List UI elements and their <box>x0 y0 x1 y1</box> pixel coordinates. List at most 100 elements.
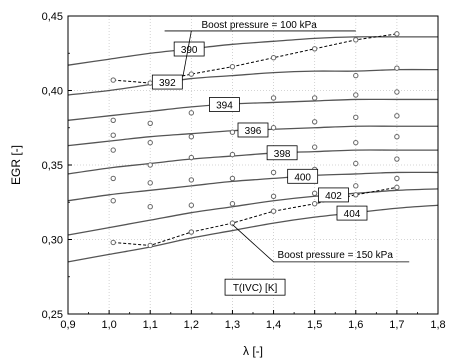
curve-label-text: 396 <box>245 126 262 137</box>
curve-label-text: 394 <box>216 100 233 111</box>
x-tick-label: 1,1 <box>143 319 158 331</box>
data-point <box>311 190 318 197</box>
data-point <box>229 175 236 182</box>
plot-frame <box>67 15 439 315</box>
data-point <box>394 156 400 162</box>
axis-ticks: 0,9 1,0 1,1 1,2 1,3 1,4 1,5 1,6 1,7 1,8 0,25 0,30 0,… <box>42 11 446 331</box>
boost-line-0 <box>113 33 397 84</box>
data-point <box>110 175 116 182</box>
data-point <box>188 133 195 140</box>
y-tick-label: 0,45 <box>42 11 63 23</box>
data-point <box>353 192 359 198</box>
curve-label-text: 390 <box>181 45 198 56</box>
x-tick-label: 0,9 <box>60 319 75 331</box>
curve-label-392: 392 <box>151 74 183 90</box>
data-point <box>188 110 195 116</box>
data-point <box>188 154 195 161</box>
grid <box>67 15 439 315</box>
data-point <box>229 201 236 207</box>
curve-label-text: 392 <box>159 78 176 89</box>
boost-line-1 <box>113 186 397 246</box>
data-point <box>229 220 236 226</box>
curve-400 <box>67 171 439 202</box>
data-point <box>394 175 400 182</box>
data-point <box>394 133 400 140</box>
data-point <box>311 201 318 207</box>
data-point <box>147 204 153 210</box>
data-point <box>147 242 153 249</box>
y-tick-label: 0,35 <box>42 160 63 172</box>
curve-label-text: 402 <box>325 191 342 202</box>
x-tick-label: 1,6 <box>348 319 363 331</box>
data-point <box>147 180 153 186</box>
data-point <box>270 55 277 61</box>
data-point <box>147 162 153 168</box>
data-point <box>270 95 277 101</box>
data-point <box>353 114 359 121</box>
data-point <box>270 169 277 176</box>
curve-label-frame <box>209 97 240 112</box>
data-point <box>311 95 318 101</box>
curve-402 <box>67 188 439 236</box>
data-point <box>311 119 318 125</box>
y-tick-label: 0,30 <box>42 235 63 247</box>
data-point <box>147 80 153 86</box>
data-point <box>394 65 400 71</box>
data-point <box>188 71 195 77</box>
data-point <box>188 202 195 208</box>
data-point <box>110 239 116 246</box>
y-tick-label: 0,40 <box>42 86 63 98</box>
annotation-leader-150 <box>232 224 274 263</box>
curve-392 <box>67 68 439 96</box>
curve-label-text: 400 <box>294 172 311 183</box>
curve-label-frame <box>237 122 269 138</box>
data-point <box>353 160 359 167</box>
legend-title-box: T(IVC) [K] <box>224 278 286 296</box>
data-point <box>353 139 359 146</box>
legend-title: T(IVC) [K] <box>233 283 278 294</box>
curve-label-396: 396 <box>237 122 269 138</box>
annotations: Boost pressure = 100 kPa Boost pressure =… <box>164 20 410 263</box>
measurement-points <box>110 31 400 249</box>
curve-label-404: 404 <box>336 205 368 221</box>
data-point <box>110 77 116 83</box>
curve-label-frame <box>318 187 349 203</box>
annotation-boost-100: Boost pressure = 100 kPa <box>201 20 317 31</box>
data-point <box>270 125 277 131</box>
data-point <box>229 129 236 135</box>
x-tick-label: 1,0 <box>101 319 116 331</box>
data-point <box>353 92 359 98</box>
data-point <box>394 113 400 119</box>
x-tick-label: 1,7 <box>389 319 404 331</box>
curve-label-text: 404 <box>344 209 361 220</box>
data-point <box>311 46 318 52</box>
data-point <box>394 31 400 37</box>
data-point <box>353 37 359 43</box>
data-point <box>353 183 359 189</box>
annotation-leader-100 <box>182 30 192 76</box>
legend-title-frame <box>224 278 286 296</box>
curve-label-frame <box>151 74 183 90</box>
data-point <box>229 151 236 158</box>
curve-398 <box>67 149 438 175</box>
data-point <box>147 120 153 126</box>
data-point <box>147 139 153 146</box>
data-point <box>188 177 195 183</box>
data-point <box>394 184 400 191</box>
temperature-curves <box>67 36 439 263</box>
curve-label-frame <box>266 145 298 161</box>
annotation-boost-150: Boost pressure = 150 kPa <box>278 250 394 261</box>
x-tick-label: 1,4 <box>266 319 281 331</box>
data-point <box>110 198 116 204</box>
curve-404 <box>67 204 439 263</box>
x-tick-label: 1,8 <box>430 319 445 331</box>
curve-label-398: 398 <box>266 145 298 161</box>
curve-label-frame <box>336 205 368 221</box>
boost-pressure-lines <box>113 33 397 246</box>
curve-394 <box>67 98 438 121</box>
data-point <box>270 193 277 199</box>
curve-label-394: 394 <box>209 97 240 112</box>
curve-390 <box>67 36 438 66</box>
